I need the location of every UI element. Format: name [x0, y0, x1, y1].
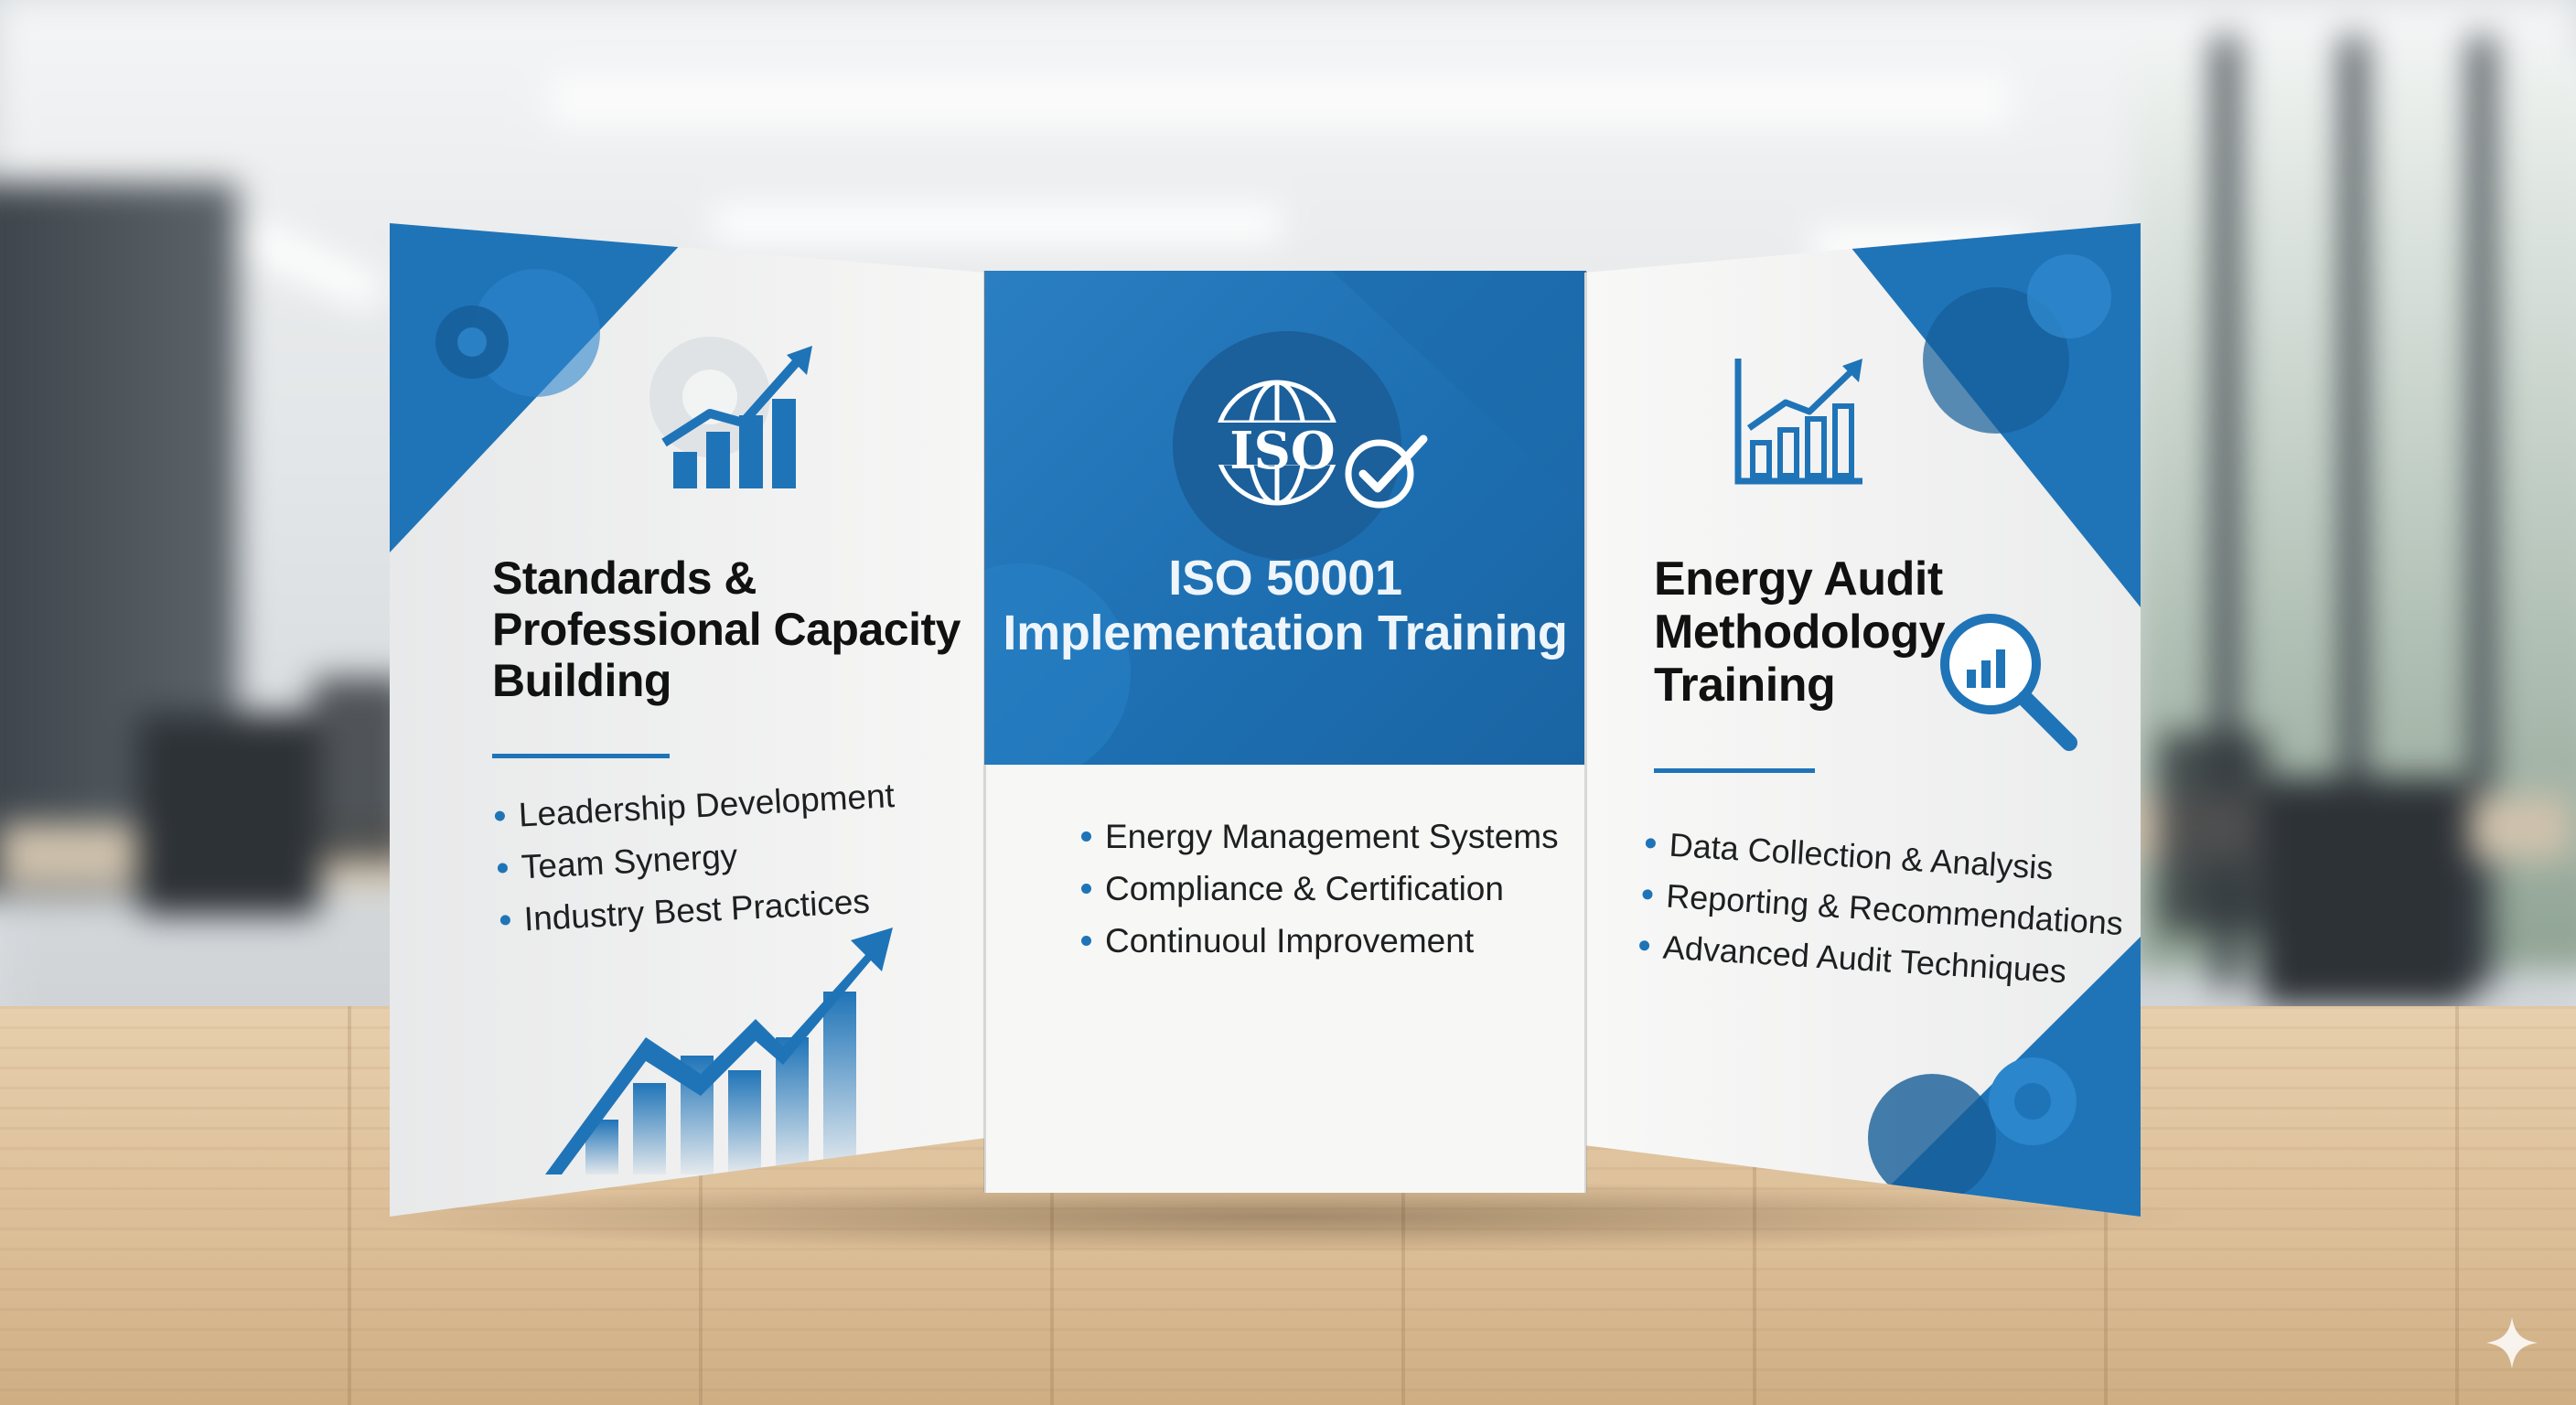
center-header: ISO ISO 50001 Implementation Training: [984, 271, 1586, 765]
list-item: Energy Management Systems: [1079, 820, 1559, 853]
list-item: Compliance & Certification: [1079, 872, 1559, 906]
list-item: Continuoul Improvement: [1079, 924, 1559, 958]
brochure-left-panel: Standards & Professional Capacity Buildi…: [390, 223, 986, 1217]
title-underline: [1654, 768, 1815, 773]
right-panel-title: Energy Audit Methodology Training: [1654, 552, 1946, 713]
brochure-right-panel: Energy Audit Methodology Training Data C…: [1584, 223, 2141, 1217]
header-decoration: [984, 271, 1586, 765]
list-item: Team Synergy: [495, 831, 898, 885]
line-chart-icon: [1734, 359, 1862, 485]
fold-line: [1584, 271, 1587, 1193]
brochure-center-panel: ISO ISO 50001 Implementation Training En…: [984, 271, 1586, 1193]
left-panel-title: Standards & Professional Capacity Buildi…: [492, 552, 961, 706]
title-underline: [492, 754, 670, 758]
fold-line: [983, 271, 986, 1193]
center-bullet-list: Energy Management Systems Compliance & C…: [1079, 820, 1559, 976]
globe-icon: [1213, 380, 1341, 506]
list-item: Leadership Development: [492, 777, 896, 833]
iso-logo-text: ISO: [1229, 421, 1336, 481]
corner-decoration: [390, 223, 701, 552]
gear-icon: [1989, 1057, 2077, 1145]
sparkle-icon: [2486, 1317, 2538, 1368]
corner-decoration: [1831, 223, 2141, 1217]
center-panel-title: ISO 50001 Implementation Training: [1003, 551, 1568, 661]
list-item: Advanced Audit Techniques: [1637, 928, 2120, 992]
growth-chart-icon: [545, 928, 893, 1174]
right-bullet-list: Data Collection & Analysis Reporting & R…: [1636, 826, 2128, 1010]
bar-chart-up-icon: [649, 337, 812, 488]
checkmark-icon: [1345, 434, 1428, 509]
magnifier-chart-icon: [1940, 614, 2077, 751]
